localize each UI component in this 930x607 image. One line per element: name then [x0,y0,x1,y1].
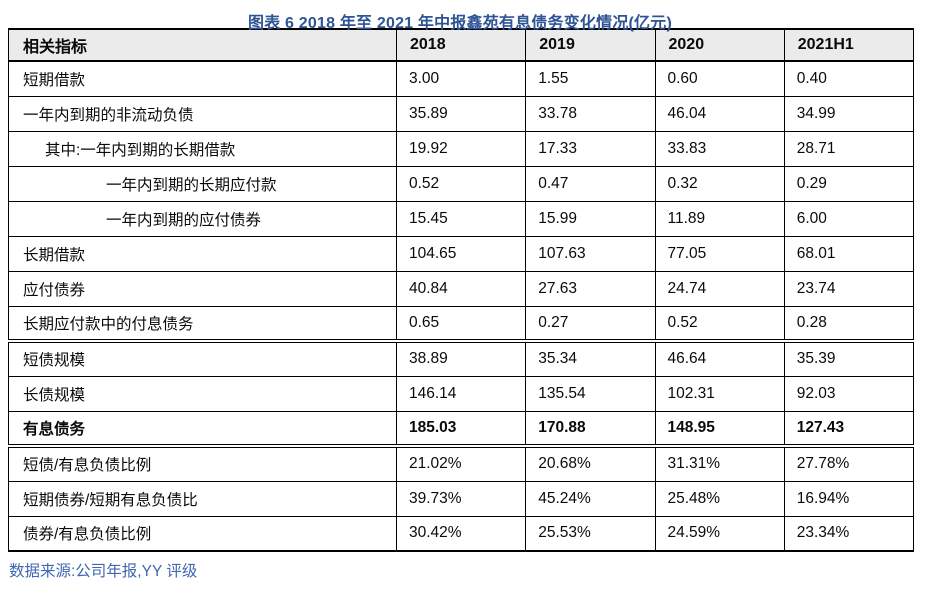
cell-value: 107.63 [525,236,655,272]
cell-value: 170.88 [525,411,655,448]
table-row: 长期应付款中的付息债务 0.65 0.27 0.52 0.28 [8,306,914,343]
row-label: 短期借款 [8,61,397,97]
cell-value: 92.03 [783,376,914,412]
cell-value: 21.02% [395,446,526,482]
table-row: 长期借款 104.65 107.63 77.05 68.01 [8,236,914,272]
cell-value: 0.40 [783,61,914,97]
cell-value: 17.33 [525,131,655,167]
cell-value: 11.89 [654,201,785,237]
cell-value: 31.31% [654,446,785,482]
table-row: 长债规模 146.14 135.54 102.31 92.03 [8,376,914,412]
cell-value: 23.34% [783,516,914,552]
cell-value: 33.83 [654,131,785,167]
cell-value: 104.65 [395,236,526,272]
row-label: 短期债券/短期有息负债比 [8,481,397,517]
cell-value: 16.94% [783,481,914,517]
row-label: 短债/有息负债比例 [8,446,397,482]
cell-value: 23.74 [783,271,914,307]
table-row: 有息债务 185.03 170.88 148.95 127.43 [8,411,914,448]
cell-value: 102.31 [654,376,785,412]
table-body: 短期借款 3.00 1.55 0.60 0.40 一年内到期的非流动负债 35.89 33.7… [8,61,914,552]
row-label: 一年内到期的非流动负债 [8,96,397,132]
table-row: 债券/有息负债比例 30.42% 25.53% 24.59% 23.34% [8,516,914,552]
cell-value: 0.28 [783,306,914,343]
column-header-year: 2021H1 [783,29,914,62]
table-row: 短债/有息负债比例 21.02% 20.68% 31.31% 27.78% [8,446,914,482]
table-row: 其中:一年内到期的长期借款 19.92 17.33 33.83 28.71 [8,131,914,167]
cell-value: 25.48% [654,481,785,517]
column-header-year: 2018 [395,29,526,62]
cell-value: 38.89 [395,341,526,377]
cell-value: 6.00 [783,201,914,237]
debt-table: 相关指标 2018 2019 2020 2021H1 短期借款 3.00 1.55 0.60 0… [8,28,914,552]
row-label: 一年内到期的应付债券 [8,201,397,237]
cell-value: 77.05 [654,236,785,272]
cell-value: 46.64 [654,341,785,377]
cell-value: 19.92 [395,131,526,167]
cell-value: 148.95 [654,411,785,448]
row-label: 有息债务 [8,411,397,448]
cell-value: 20.68% [525,446,655,482]
cell-value: 0.29 [783,166,914,202]
cell-value: 0.27 [525,306,655,343]
cell-value: 24.59% [654,516,785,552]
row-label: 一年内到期的长期应付款 [8,166,397,202]
cell-value: 39.73% [395,481,526,517]
table-header: 相关指标 2018 2019 2020 2021H1 [8,29,914,62]
table-row: 短债规模 38.89 35.34 46.64 35.39 [8,341,914,377]
cell-value: 28.71 [783,131,914,167]
cell-value: 0.60 [654,61,785,97]
cell-value: 135.54 [525,376,655,412]
cell-value: 27.63 [525,271,655,307]
cell-value: 0.65 [395,306,526,343]
cell-value: 34.99 [783,96,914,132]
cell-value: 33.78 [525,96,655,132]
cell-value: 127.43 [783,411,914,448]
row-label: 短债规模 [8,341,397,377]
cell-value: 30.42% [395,516,526,552]
cell-value: 68.01 [783,236,914,272]
table-row: 短期债券/短期有息负债比 39.73% 45.24% 25.48% 16.94% [8,481,914,517]
row-label: 其中:一年内到期的长期借款 [8,131,397,167]
cell-value: 0.52 [395,166,526,202]
cell-value: 0.32 [654,166,785,202]
cell-value: 35.34 [525,341,655,377]
cell-value: 46.04 [654,96,785,132]
row-label: 应付债券 [8,271,397,307]
figure-title: 图表 6 2018 年至 2021 年中报鑫苑有息债务变化情况(亿元) [248,15,672,32]
column-header-indicator: 相关指标 [8,29,397,62]
cell-value: 15.45 [395,201,526,237]
table-row: 一年内到期的应付债券 15.45 15.99 11.89 6.00 [8,201,914,237]
cell-value: 3.00 [395,61,526,97]
cell-value: 25.53% [525,516,655,552]
cell-value: 27.78% [783,446,914,482]
cell-value: 185.03 [395,411,526,448]
cell-value: 0.52 [654,306,785,343]
column-header-year: 2019 [525,29,655,62]
cell-value: 35.39 [783,341,914,377]
cell-value: 45.24% [525,481,655,517]
table-header-row: 相关指标 2018 2019 2020 2021H1 [8,29,914,62]
table-row: 一年内到期的非流动负债 35.89 33.78 46.04 34.99 [8,96,914,132]
column-header-year: 2020 [654,29,785,62]
table-row: 一年内到期的长期应付款 0.52 0.47 0.32 0.29 [8,166,914,202]
data-source-note: 数据来源:公司年报,YY 评级 [9,563,198,580]
cell-value: 35.89 [395,96,526,132]
cell-value: 0.47 [525,166,655,202]
row-label: 长债规模 [8,376,397,412]
row-label: 长期借款 [8,236,397,272]
cell-value: 1.55 [525,61,655,97]
row-label: 债券/有息负债比例 [8,516,397,552]
table-row: 应付债券 40.84 27.63 24.74 23.74 [8,271,914,307]
table-row: 短期借款 3.00 1.55 0.60 0.40 [8,61,914,97]
cell-value: 24.74 [654,271,785,307]
cell-value: 146.14 [395,376,526,412]
cell-value: 40.84 [395,271,526,307]
cell-value: 15.99 [525,201,655,237]
row-label: 长期应付款中的付息债务 [8,306,397,343]
